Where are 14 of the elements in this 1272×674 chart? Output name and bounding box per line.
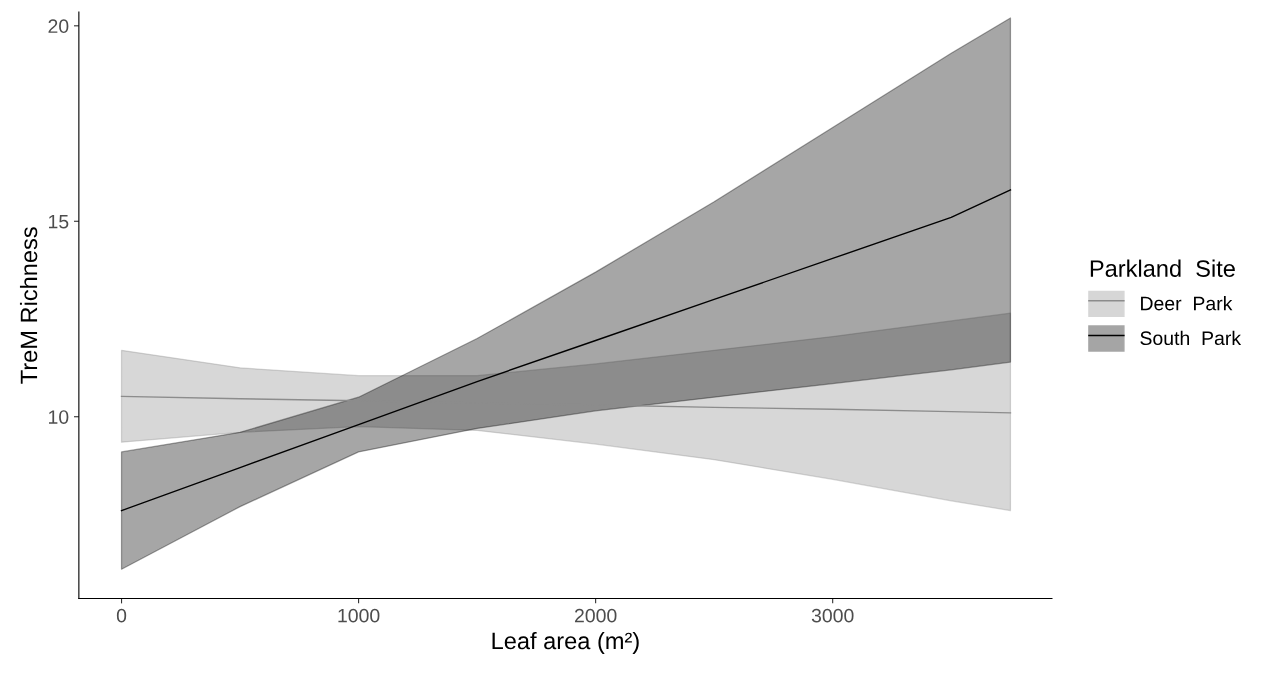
y-tick-label: 20: [48, 19, 69, 34]
x-tick-label: 2000: [574, 608, 617, 623]
x-tick-label: 3000: [811, 608, 854, 623]
x-tick-label: 0: [116, 608, 127, 623]
legend-label: Deer Park: [1141, 296, 1233, 311]
y-tick-label: 15: [49, 214, 69, 229]
x-tick-label: 1000: [338, 608, 380, 623]
x-axis-title: Leaf area (m²): [492, 631, 639, 654]
legend-label: South Park: [1140, 330, 1242, 346]
y-tick-label: 10: [49, 410, 69, 424]
legend-title: Parkland Site: [1090, 259, 1235, 277]
y-axis-title: TreM Richness: [19, 227, 38, 384]
line-series: [120, 395, 1012, 414]
line-series: [120, 189, 1012, 512]
